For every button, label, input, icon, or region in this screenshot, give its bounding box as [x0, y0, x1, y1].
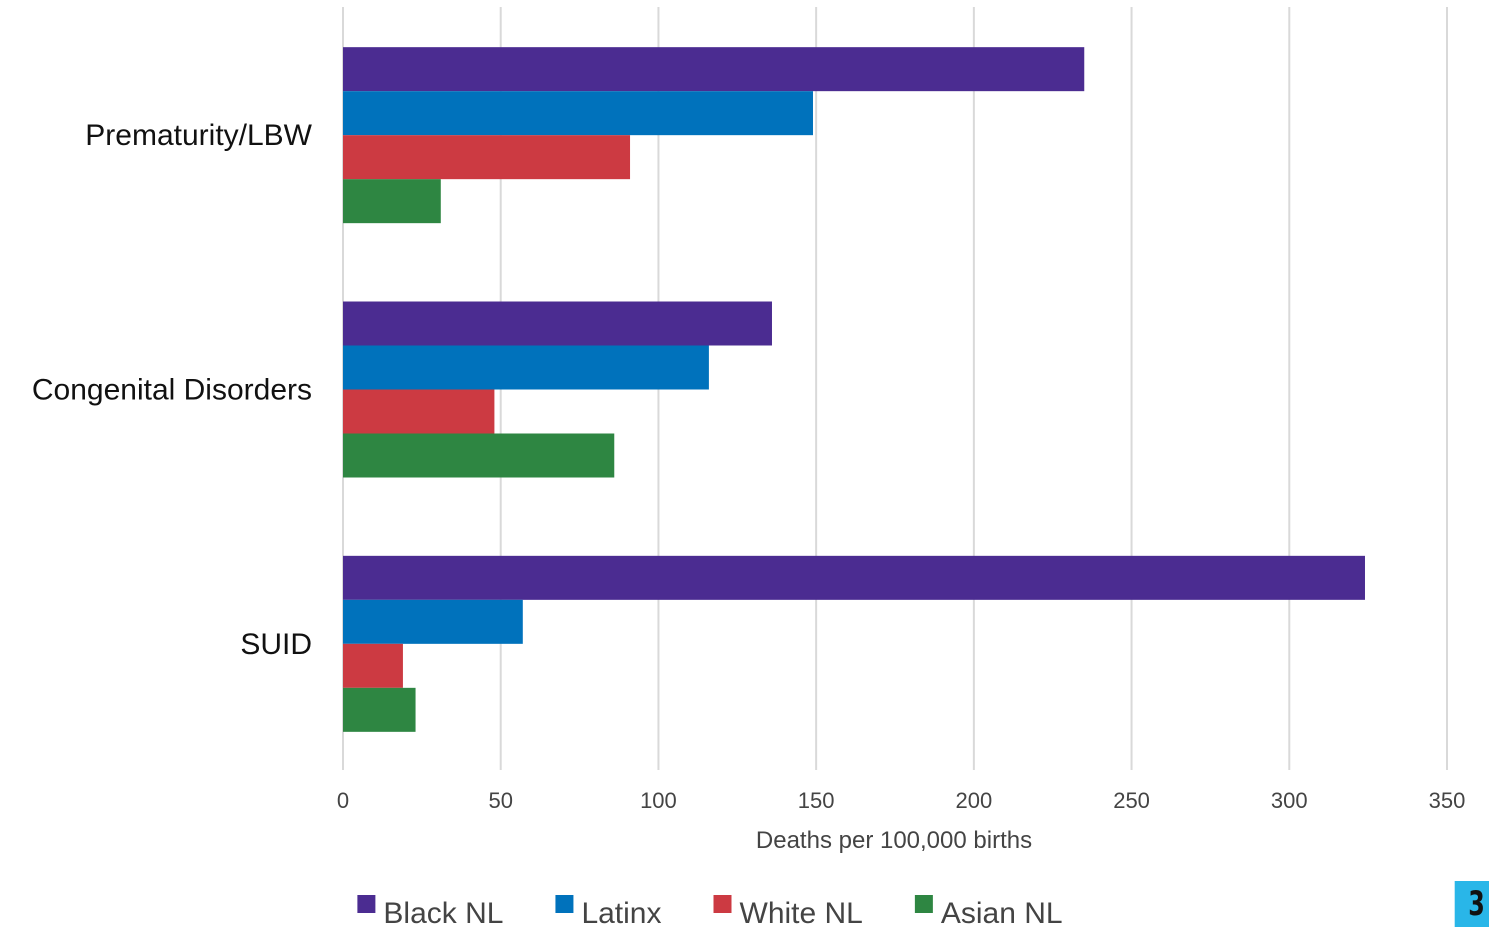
- category-label: SUID: [240, 628, 312, 661]
- x-tick-label: 250: [1113, 788, 1150, 813]
- category-label: Congenital Disorders: [32, 374, 312, 407]
- bar-latinx-1: [343, 345, 709, 390]
- bar-asian-nl-0: [343, 179, 441, 224]
- bar-white-nl-2: [343, 643, 403, 688]
- x-tick-labels: 0 50 100 150 200 250 300 350: [337, 788, 1465, 813]
- legend-label: Black NL: [383, 897, 503, 927]
- x-tick-label: 200: [955, 788, 992, 813]
- bar-latinx-2: [343, 599, 523, 644]
- bar-black-nl-0: [343, 47, 1085, 92]
- bar-latinx-0: [343, 91, 813, 136]
- x-tick-label: 0: [337, 788, 349, 813]
- x-tick-label: 350: [1429, 788, 1466, 813]
- bar-black-nl-1: [343, 301, 772, 346]
- bar-asian-nl-2: [343, 687, 416, 732]
- legend-swatch-black-nl: [357, 895, 376, 913]
- legend-swatch-latinx: [555, 895, 574, 913]
- x-tick-label: 150: [798, 788, 835, 813]
- bar-black-nl-2: [343, 555, 1365, 600]
- bar-asian-nl-1: [343, 433, 615, 478]
- legend-swatch-white-nl: [713, 895, 732, 913]
- category-labels: Prematurity/LBW Congenital Disorders SUID: [32, 119, 313, 661]
- category-label: Prematurity/LBW: [85, 119, 312, 152]
- bar-white-nl-0: [343, 135, 631, 180]
- x-tick-label: 300: [1271, 788, 1308, 813]
- legend: Black NL Latinx White NL Asian NL: [357, 895, 1063, 927]
- x-tick-label: 50: [488, 788, 512, 813]
- legend-label: Latinx: [581, 897, 661, 927]
- legend-label: White NL: [740, 897, 863, 927]
- x-axis-title: Deaths per 100,000 births: [756, 827, 1032, 854]
- legend-swatch-asian-nl: [914, 895, 933, 913]
- x-tick-label: 100: [640, 788, 677, 813]
- bar-white-nl-1: [343, 389, 495, 434]
- legend-label: Asian NL: [941, 897, 1063, 927]
- page-number-badge: 3: [1454, 881, 1489, 927]
- bars: [343, 47, 1365, 732]
